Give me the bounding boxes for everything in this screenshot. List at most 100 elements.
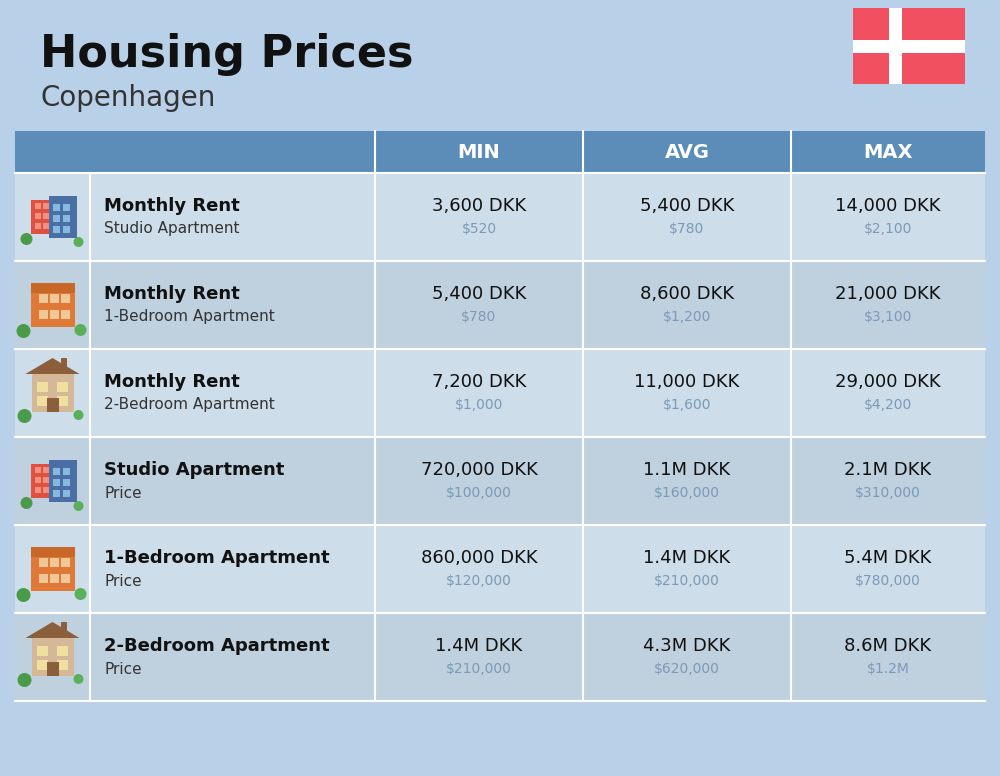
Bar: [42, 477, 48, 483]
Circle shape: [18, 409, 32, 423]
Bar: [42, 213, 48, 219]
Text: Price: Price: [104, 661, 142, 677]
Bar: [15, 261, 985, 349]
Circle shape: [74, 674, 84, 684]
Bar: [38, 558, 48, 567]
Bar: [52, 468, 60, 475]
Text: $1,600: $1,600: [663, 398, 711, 412]
Bar: [889, 8, 902, 84]
Polygon shape: [26, 358, 80, 374]
Circle shape: [74, 410, 84, 420]
Bar: [52, 215, 60, 222]
Bar: [15, 349, 985, 437]
Text: Studio Apartment: Studio Apartment: [104, 461, 284, 479]
Bar: [52, 204, 60, 211]
Bar: [42, 467, 48, 473]
Bar: [36, 396, 48, 406]
Bar: [62, 204, 70, 211]
Bar: [52, 490, 60, 497]
Bar: [38, 574, 48, 583]
Bar: [62, 226, 70, 233]
Text: 5,400 DKK: 5,400 DKK: [432, 285, 526, 303]
Bar: [62, 468, 70, 475]
Text: 1-Bedroom Apartment: 1-Bedroom Apartment: [104, 310, 275, 324]
Text: 860,000 DKK: 860,000 DKK: [421, 549, 537, 567]
Bar: [15, 131, 985, 173]
Text: $1,000: $1,000: [455, 398, 503, 412]
Bar: [62, 490, 70, 497]
Bar: [52, 479, 60, 486]
Text: Price: Price: [104, 486, 142, 501]
Bar: [34, 477, 40, 483]
Bar: [50, 294, 58, 303]
Bar: [15, 173, 985, 261]
Text: $310,000: $310,000: [855, 486, 921, 500]
Text: MAX: MAX: [863, 143, 913, 161]
Text: 8.6M DKK: 8.6M DKK: [844, 637, 932, 655]
Bar: [34, 467, 40, 473]
Bar: [34, 213, 40, 219]
Bar: [50, 574, 58, 583]
Bar: [15, 437, 985, 525]
Text: $780: $780: [669, 222, 705, 236]
Circle shape: [20, 233, 32, 245]
Bar: [853, 40, 965, 53]
Text: 1.4M DKK: 1.4M DKK: [643, 549, 731, 567]
Circle shape: [16, 588, 30, 602]
Text: Price: Price: [104, 573, 142, 588]
Polygon shape: [26, 622, 80, 638]
Bar: [30, 547, 74, 591]
Text: $3,100: $3,100: [864, 310, 912, 324]
Bar: [60, 294, 70, 303]
Text: $780,000: $780,000: [855, 574, 921, 588]
Text: AVG: AVG: [664, 143, 710, 161]
Bar: [36, 382, 48, 392]
Text: 1-Bedroom Apartment: 1-Bedroom Apartment: [104, 549, 330, 567]
Text: 29,000 DKK: 29,000 DKK: [835, 373, 941, 391]
Bar: [15, 525, 985, 613]
Bar: [36, 646, 48, 656]
Text: $210,000: $210,000: [654, 574, 720, 588]
Bar: [60, 310, 70, 319]
Bar: [56, 382, 68, 392]
Bar: [62, 215, 70, 222]
Bar: [853, 8, 965, 84]
Bar: [30, 283, 74, 327]
Bar: [36, 660, 48, 670]
Circle shape: [20, 497, 32, 509]
Text: MIN: MIN: [458, 143, 500, 161]
Text: 4.3M DKK: 4.3M DKK: [643, 637, 731, 655]
Circle shape: [74, 324, 87, 336]
Text: 720,000 DKK: 720,000 DKK: [421, 461, 537, 479]
Bar: [60, 558, 70, 567]
Text: 1.1M DKK: 1.1M DKK: [643, 461, 731, 479]
Bar: [46, 662, 58, 676]
Text: $520: $520: [461, 222, 497, 236]
Bar: [34, 203, 40, 209]
Bar: [50, 310, 58, 319]
Text: Copenhagen: Copenhagen: [40, 84, 215, 112]
Text: $1.2M: $1.2M: [867, 662, 909, 676]
Bar: [52, 226, 60, 233]
Bar: [15, 613, 985, 701]
Bar: [30, 283, 74, 293]
Text: 1.4M DKK: 1.4M DKK: [435, 637, 523, 655]
Text: $4,200: $4,200: [864, 398, 912, 412]
Circle shape: [16, 324, 30, 338]
Text: 2.1M DKK: 2.1M DKK: [844, 461, 932, 479]
Text: $100,000: $100,000: [446, 486, 512, 500]
Text: $120,000: $120,000: [446, 574, 512, 588]
Text: Monthly Rent: Monthly Rent: [104, 373, 240, 391]
Bar: [30, 547, 74, 557]
Text: 3,600 DKK: 3,600 DKK: [432, 197, 526, 215]
Bar: [34, 223, 40, 229]
Bar: [32, 638, 74, 676]
Text: 5.4M DKK: 5.4M DKK: [844, 549, 932, 567]
Bar: [48, 196, 76, 238]
Bar: [42, 203, 48, 209]
Text: Monthly Rent: Monthly Rent: [104, 285, 240, 303]
Text: $620,000: $620,000: [654, 662, 720, 676]
Text: 2-Bedroom Apartment: 2-Bedroom Apartment: [104, 637, 330, 655]
Text: 11,000 DKK: 11,000 DKK: [634, 373, 740, 391]
Bar: [38, 310, 48, 319]
